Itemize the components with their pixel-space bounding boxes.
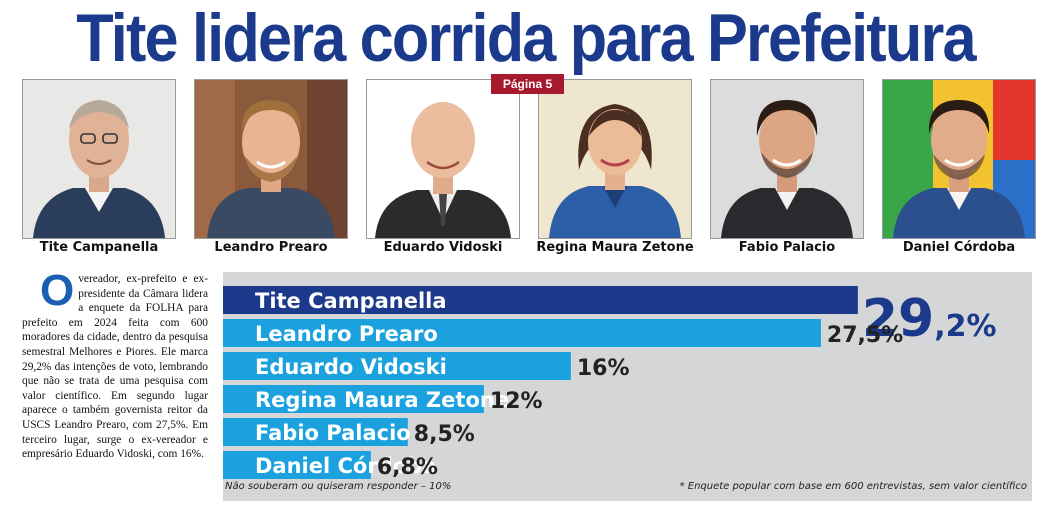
bar-value-label: 29,2% [862,289,997,349]
footnote-methodology: * Enquete popular com base em 600 entrev… [679,481,1027,492]
candidate-card: Tite Campanella [22,79,180,261]
bar-value-label: 27,5% [827,323,903,348]
candidate-photo-leandro [194,79,348,239]
candidate-card: Leandro Prearo [194,79,352,261]
candidate-photo-daniel [882,79,1036,239]
article-dropcap: O [40,266,75,315]
candidate-card: Fabio Palacio [710,79,868,261]
candidate-name: Tite Campanella [39,240,159,255]
bar-category-label: Leandro Prearo [255,322,438,346]
candidate-photos: Tite Campanella Leandro Prearo [0,79,1051,261]
candidate-photo-fabio [710,79,864,239]
candidate-photo-eduardo [366,79,520,239]
bar-1 [223,319,821,347]
bar-category-label: Daniel Córdoba [255,454,436,478]
candidate-photo-regina [538,79,692,239]
article-body: vereador, ex-prefeito e ex-presidente da… [22,273,208,461]
candidate-card: Regina Maura Zetone [536,79,696,261]
chart-panel: Tite Campanella 29,2% Leandro Prearo 27,5% E… [223,272,1032,501]
bar-2 [223,352,571,380]
candidate-name: Leandro Prearo [214,240,328,255]
bar-4 [223,418,408,446]
bar-value-label: 6,8% [377,455,438,480]
bar-category-label: Fabio Palacio [255,421,411,445]
bar-category-label: Regina Maura Zetone [255,388,509,412]
headline: Tite lidera corrida para Prefeitura [76,0,976,76]
bar-category-label: Eduardo Vidoski [255,355,447,379]
bar-0 [223,286,858,314]
bar-chart: Tite Campanella 29,2% Leandro Prearo 27,5% E… [223,286,997,480]
candidate-card: Daniel Córdoba [882,79,1040,261]
bar-value-label: 12% [490,389,543,414]
bar-value-label: 16% [577,356,630,381]
bar-3 [223,385,484,413]
candidate-name: Regina Maura Zetone [536,240,694,255]
candidate-name: Daniel Córdoba [902,240,1016,255]
footnote-undecided: Não souberam ou quiseram responder – 10% [225,481,452,492]
candidate-name: Eduardo Vidoski [383,240,503,255]
candidate-name: Fabio Palacio [738,240,836,255]
bar-5 [223,451,371,479]
bar-value-label: 8,5% [414,422,475,447]
candidate-photo-tite [22,79,176,239]
candidate-card: Eduardo Vidoski [366,79,524,261]
page-tag[interactable]: Página 5 [491,74,564,94]
bar-category-label: Tite Campanella [255,289,447,313]
